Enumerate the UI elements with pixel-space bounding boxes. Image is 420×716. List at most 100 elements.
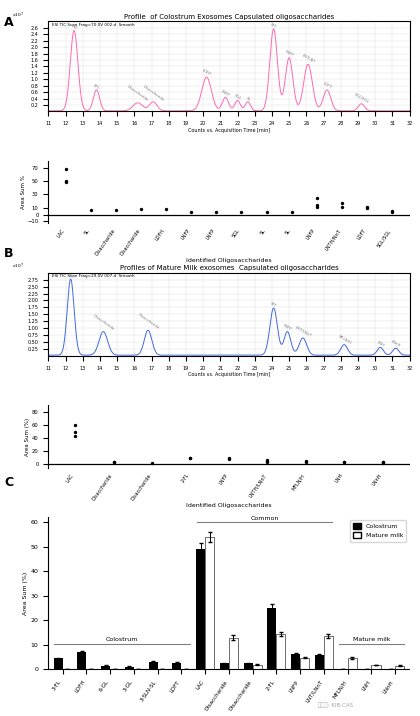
Text: B: B [4, 247, 14, 260]
Bar [220, 663, 229, 669]
Bar [268, 608, 276, 669]
Point [226, 452, 232, 463]
Text: LAC: LAC [70, 23, 79, 31]
Text: Disaccharide: Disaccharide [142, 84, 165, 102]
Bar [324, 637, 333, 669]
Point [363, 202, 370, 213]
Point [226, 453, 232, 465]
Text: SGL: SGL [233, 93, 242, 100]
Point [302, 455, 309, 467]
Point [264, 454, 270, 465]
Bar [205, 537, 214, 669]
Text: LNTLNT: LNTLNT [301, 54, 315, 64]
Bar [77, 652, 87, 669]
Bar [53, 659, 63, 669]
Point [363, 201, 370, 213]
Text: LNH: LNH [376, 340, 385, 347]
Text: MFLN/H: MFLN/H [337, 334, 352, 345]
Text: ESI TIC Scan Frag=29.0V 007.d  Smooth: ESI TIC Scan Frag=29.0V 007.d Smooth [52, 274, 134, 279]
Text: LNFP: LNFP [220, 89, 231, 97]
Text: x10$^7$: x10$^7$ [12, 10, 24, 19]
Point [72, 430, 79, 441]
Text: x10$^7$: x10$^7$ [12, 262, 24, 271]
Bar [300, 658, 309, 669]
Bar [172, 663, 181, 669]
Point [264, 456, 270, 468]
Point [187, 452, 194, 463]
Point [263, 206, 270, 218]
Point [388, 206, 395, 218]
Text: LNnH: LNnH [390, 339, 401, 349]
Text: LNFP: LNFP [282, 324, 293, 332]
Bar [348, 659, 357, 669]
Text: LNFP: LNFP [284, 49, 294, 58]
Point [379, 456, 386, 468]
Bar [125, 667, 134, 669]
Point [238, 206, 245, 218]
Text: LDFT: LDFT [322, 82, 332, 90]
Point [379, 458, 386, 469]
Text: C: C [4, 476, 13, 489]
Text: Disaccharide: Disaccharide [126, 85, 149, 103]
Point [187, 453, 194, 464]
Point [149, 458, 155, 469]
Text: 微信号: KIB-CAS: 微信号: KIB-CAS [318, 703, 354, 708]
Point [163, 203, 170, 215]
Point [113, 204, 119, 216]
Y-axis label: Area Sum (%): Area Sum (%) [26, 417, 30, 455]
Point [288, 206, 295, 218]
Text: LNT/LNnT: LNT/LNnT [294, 325, 312, 338]
Text: Mature milk: Mature milk [353, 637, 390, 642]
Point [110, 457, 117, 468]
X-axis label: Counts vs. Acquisition Time [min]: Counts vs. Acquisition Time [min] [188, 127, 270, 132]
Point [72, 426, 79, 437]
Text: Common: Common [250, 516, 279, 521]
Text: ESI TIC Scan Frag=70.0V 002.d  Smooth: ESI TIC Scan Frag=70.0V 002.d Smooth [52, 24, 134, 27]
Point [213, 206, 220, 218]
Point [72, 420, 79, 431]
Point [313, 200, 320, 211]
Text: LAC: LAC [66, 272, 75, 279]
Bar [101, 666, 110, 669]
Y-axis label: Area Sum %: Area Sum % [21, 175, 26, 209]
Point [313, 192, 320, 203]
Bar [395, 666, 404, 669]
Point [63, 163, 69, 175]
Point [388, 205, 395, 217]
Text: SL: SL [245, 96, 251, 102]
Point [63, 175, 69, 187]
Bar [276, 634, 286, 669]
Point [379, 457, 386, 468]
Point [63, 177, 69, 188]
Point [88, 204, 94, 216]
Text: SFL: SFL [92, 83, 100, 90]
Point [341, 456, 347, 468]
Point [110, 456, 117, 468]
Title: Profiles of Mature Milk exosomes  Capsulated oligosaccharides: Profiles of Mature Milk exosomes Capsula… [120, 265, 338, 271]
Text: SFT: SFT [270, 22, 278, 29]
Point [341, 457, 347, 468]
Text: SFT: SFT [270, 301, 278, 308]
Point [313, 201, 320, 213]
Bar [371, 665, 381, 669]
Bar [315, 654, 324, 669]
Bar [253, 664, 262, 669]
Text: SGL/SGL: SGL/SGL [353, 92, 370, 104]
X-axis label: Counts vs. Acquisition Time [min]: Counts vs. Acquisition Time [min] [188, 372, 270, 377]
Legend: Colostrum, Mature milk: Colostrum, Mature milk [350, 521, 407, 541]
Text: Colostrum: Colostrum [106, 637, 138, 642]
Point [264, 455, 270, 467]
Point [138, 203, 144, 215]
Point [339, 198, 345, 209]
Point [339, 201, 345, 213]
Bar [244, 663, 253, 669]
Bar [291, 654, 300, 669]
Text: A: A [4, 16, 14, 29]
Text: LDFP: LDFP [201, 69, 212, 77]
Bar [149, 662, 158, 669]
X-axis label: Identified Oligosaccharides: Identified Oligosaccharides [186, 258, 272, 263]
Bar [229, 637, 238, 669]
Point [188, 206, 194, 218]
X-axis label: Identified Oligosaccharides: Identified Oligosaccharides [186, 503, 272, 508]
Title: Profile  of Colostrum Exosomes Capsulated oligosaccharides: Profile of Colostrum Exosomes Capsulated… [124, 14, 334, 20]
